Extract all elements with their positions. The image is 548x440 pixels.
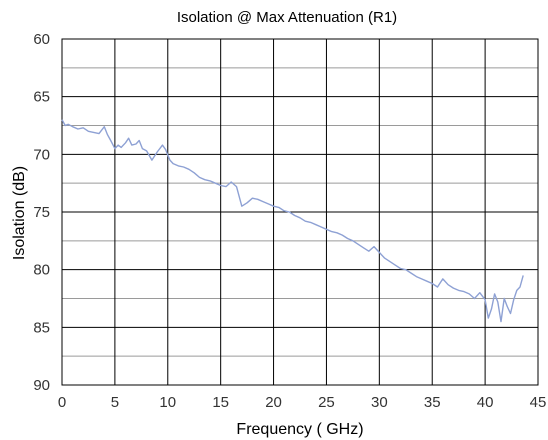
- x-tick-label: 10: [159, 394, 176, 411]
- x-tick-label: 35: [424, 394, 441, 411]
- y-axis-label: Isolation (dB): [11, 166, 28, 260]
- x-tick-labels: 0 5 10 15 20 25 30 35 40 45: [58, 394, 547, 411]
- y-tick-label: 85: [33, 319, 50, 336]
- y-tick-label: 90: [33, 377, 50, 394]
- y-tick-label: 80: [33, 262, 50, 279]
- y-tick-label: 75: [33, 204, 50, 221]
- x-tick-label: 25: [318, 394, 335, 411]
- series-group: [61, 119, 524, 323]
- y-tick-label: 60: [33, 31, 50, 48]
- y-tick-labels: 60 65 70 75 80 85 90: [33, 31, 50, 394]
- x-tick-label: 5: [111, 394, 119, 411]
- x-tick-label: 45: [530, 394, 547, 411]
- x-axis-label: Frequency ( GHz): [236, 421, 363, 438]
- major-gridlines: [61, 38, 539, 386]
- y-tick-label: 65: [33, 89, 50, 106]
- x-tick-label: 20: [265, 394, 282, 411]
- minor-gridlines: [62, 67, 538, 357]
- chart-title: Isolation @ Max Attenuation (R1): [177, 9, 397, 26]
- plot-frame: [61, 38, 539, 386]
- x-tick-label: 15: [212, 394, 229, 411]
- x-tick-label: 0: [58, 394, 66, 411]
- plot-border: [61, 38, 539, 386]
- y-tick-label: 70: [33, 146, 50, 163]
- x-tick-label: 40: [477, 394, 494, 411]
- x-tick-label: 30: [371, 394, 388, 411]
- isolation-series-line: [61, 119, 524, 323]
